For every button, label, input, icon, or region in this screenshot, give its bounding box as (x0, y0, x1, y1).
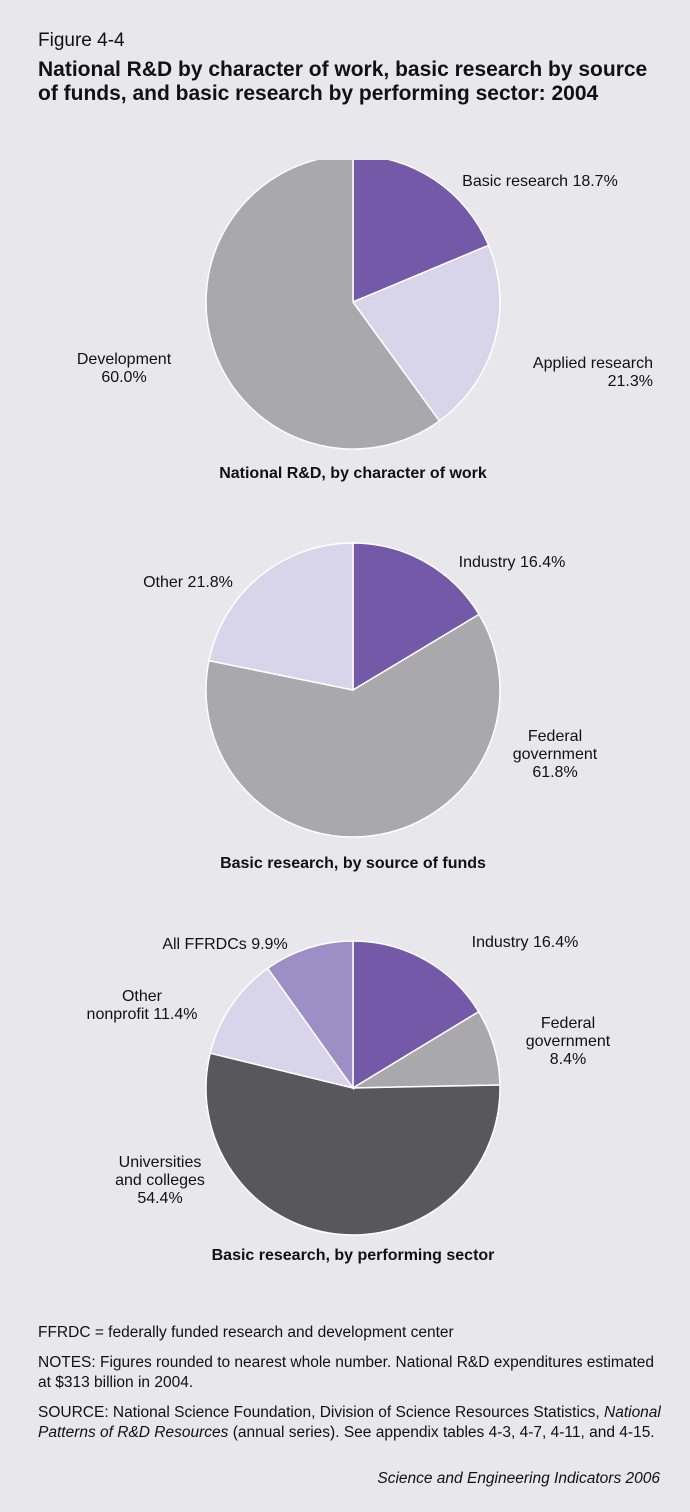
notes-text: NOTES: Figures rounded to nearest whole … (38, 1354, 655, 1391)
source-text: SOURCE: National Science Foundation, Div… (38, 1403, 668, 1443)
ffrdc-note: FFRDC = federally funded research and de… (38, 1324, 454, 1341)
source-title: National Patterns of R&D Resources (38, 1404, 661, 1441)
slice-label-applied-research: Applied research 21.3% (533, 355, 653, 390)
slice-label-federal-government: Federal government 8.4% (526, 1015, 611, 1068)
pie-slice-industry (352, 940, 480, 1090)
pie-slice-other-nonprofit (209, 967, 355, 1090)
pie-slice-applied-research (351, 244, 501, 422)
pie-slice-industry (352, 542, 481, 692)
slice-label-other-nonprofit: Other nonprofit 11.4% (87, 988, 198, 1023)
pie-slice-all-ffrdcs (266, 940, 354, 1091)
slice-label-other: Other 21.8% (143, 574, 233, 591)
source-prefix: SOURCE: National Science Foundation, Div… (38, 1404, 604, 1421)
pie-chart-performing-sector: Industry 16.4% Federal government 8.4% Unive… (87, 934, 611, 1264)
pie-chart-source-of-funds: Industry 16.4% Federal government 61.8% Othe… (143, 542, 598, 872)
chart-caption: Basic research, by performing sector (212, 1247, 495, 1264)
slice-label-basic-research: Basic research 18.7% (462, 173, 618, 190)
slice-label-development: Development 60.0% (77, 351, 172, 386)
slice-label-all-ffrdcs: All FFRDCs 9.9% (162, 936, 287, 953)
slice-label-universities-and-colleges: Universities and colleges 54.4% (115, 1154, 205, 1207)
chart-caption: Basic research, by source of funds (220, 855, 486, 872)
figure-label: Figure 4-4 (38, 30, 125, 51)
pie-slice-basic-research (352, 160, 490, 304)
slice-label-industry: Industry 16.4% (472, 934, 579, 951)
credit-line: Science and Engineering Indicators 2006 (377, 1470, 660, 1487)
slice-label-industry: Industry 16.4% (459, 554, 566, 571)
pie-slice-development (205, 160, 441, 450)
pie-slice-universities-and-colleges (205, 1052, 501, 1236)
notes-section: FFRDC = federally funded research and de… (38, 1323, 668, 1453)
pie-slice-federal-government (205, 613, 501, 838)
pie-chart-character-of-work: Basic research 18.7% Applied research 21.3… (77, 160, 653, 482)
source-suffix: (annual series). See appendix tables 4-3… (228, 1424, 655, 1441)
slice-label-federal-government: Federal government 61.8% (513, 728, 598, 781)
figure-title: National R&D by character of work, basic… (38, 58, 648, 105)
pie-slice-other (208, 542, 354, 691)
chart-caption: National R&D, by character of work (219, 465, 487, 482)
